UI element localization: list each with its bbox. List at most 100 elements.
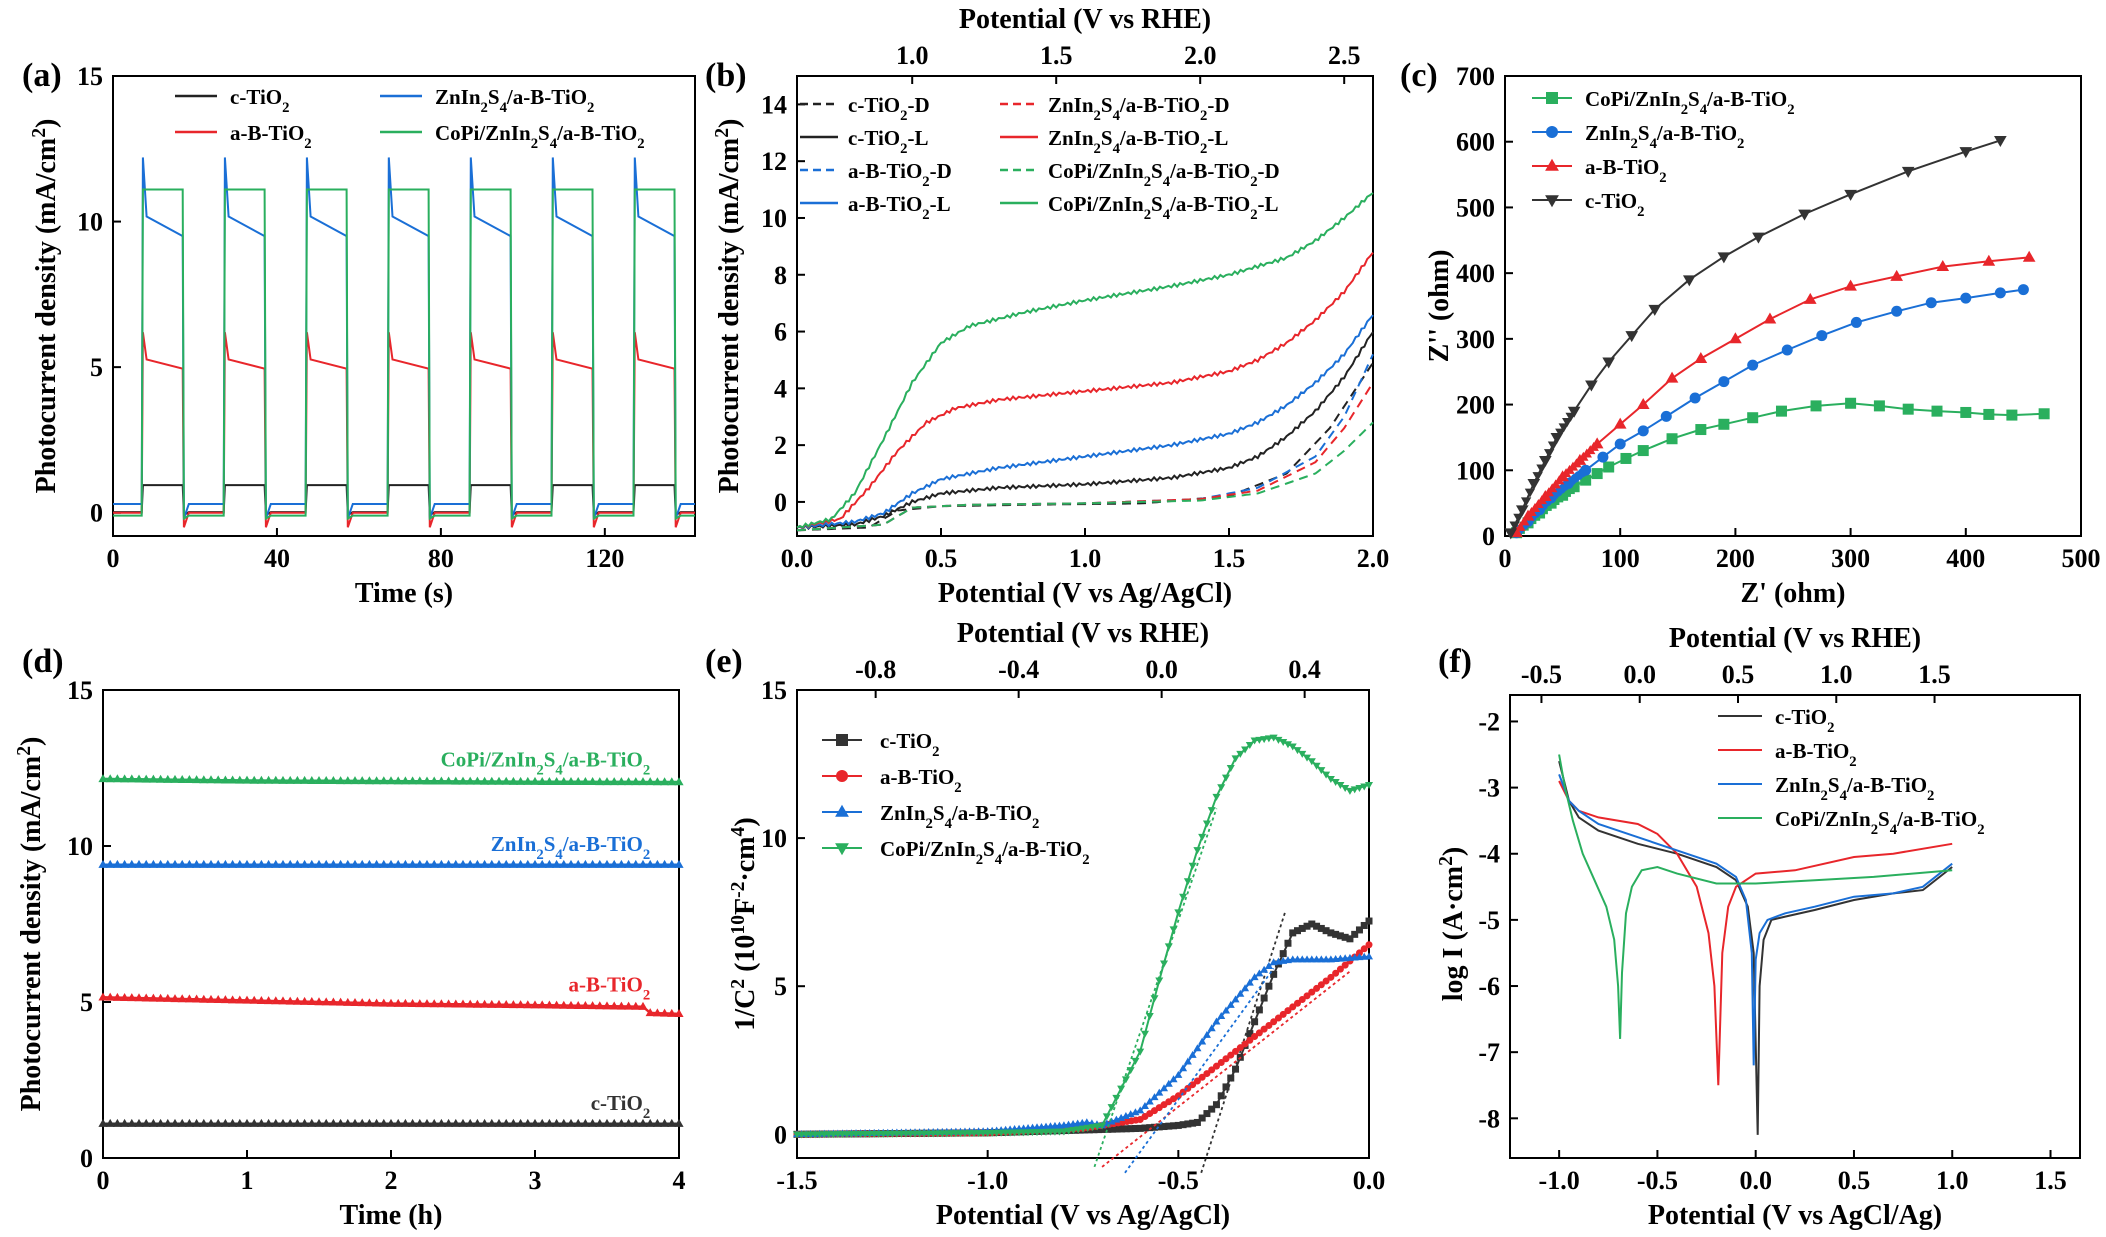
- x-tick-label: 0: [107, 544, 120, 573]
- data-point: [1524, 488, 1536, 498]
- data-point: [105, 774, 115, 783]
- legend-entry-part: 2: [1032, 816, 1039, 832]
- y-axis-label-part: Photocurrent density (mA/cm: [16, 756, 47, 1112]
- data-point: [624, 1118, 634, 1127]
- data-point: [602, 859, 612, 868]
- y-axis-label-part: ·cm: [730, 836, 761, 881]
- data-point: [436, 999, 446, 1008]
- legend-entry-part: a-B-TiO: [848, 159, 922, 183]
- data-point: [631, 777, 641, 786]
- data-point: [148, 774, 158, 783]
- data-point: [307, 859, 317, 868]
- data-point: [451, 1118, 461, 1127]
- data-point: [1519, 516, 1530, 526]
- data-point: [307, 775, 317, 784]
- data-point: [1212, 1017, 1221, 1025]
- data-point: [552, 776, 562, 785]
- data-point: [249, 995, 259, 1004]
- data-point: [537, 1000, 547, 1009]
- series-line-red: [1515, 256, 2030, 534]
- data-point: [148, 859, 158, 868]
- data-point: [501, 1000, 511, 1009]
- data-point: [350, 997, 360, 1006]
- legend-entry-part: 2: [1659, 170, 1666, 186]
- data-point: [170, 994, 180, 1003]
- y-tick-label: 4: [774, 374, 787, 403]
- data-point: [422, 776, 432, 785]
- data-point: [1565, 412, 1576, 422]
- data-point: [667, 777, 677, 786]
- y-tick-label: 0: [80, 1144, 93, 1173]
- data-point: [1251, 1033, 1259, 1041]
- data-point: [1155, 1088, 1164, 1096]
- legend-entry-part: -L: [907, 126, 928, 150]
- data-point: [1551, 433, 1563, 443]
- data-point: [1222, 1055, 1230, 1063]
- series-line-green: [796, 192, 1374, 529]
- legend-entry: CoPi/ZnIn2S4/a-B-TiO2-D: [1048, 159, 1280, 190]
- data-point: [480, 859, 490, 868]
- data-point: [314, 859, 324, 868]
- data-point: [1145, 1097, 1154, 1105]
- data-point: [1126, 1110, 1135, 1118]
- data-point: [552, 1000, 562, 1009]
- data-point: [1250, 973, 1259, 981]
- legend-entry-part: CoPi/ZnIn: [880, 837, 976, 861]
- legend-entry-part: 2: [1200, 108, 1207, 124]
- legend-entry-part: -L: [1207, 126, 1228, 150]
- data-point: [408, 859, 418, 868]
- data-point: [134, 993, 144, 1002]
- data-point: [228, 775, 238, 784]
- series-line-blue: [1558, 774, 1953, 1066]
- data-point: [141, 1118, 151, 1127]
- data-point: [1174, 1121, 1182, 1129]
- legend-entry: CoPi/ZnIn2S4/a-B-TiO2: [880, 837, 1090, 868]
- data-point: [1093, 1123, 1102, 1131]
- x-tick-label: 1.0: [1936, 1166, 1969, 1195]
- data-point: [112, 859, 122, 868]
- legend-entry-part: 4: [1700, 102, 1708, 118]
- data-point: [602, 1118, 612, 1127]
- legend-entry-part: 2: [922, 207, 929, 223]
- data-point: [105, 992, 115, 1001]
- legend-entry: a-B-TiO2: [1585, 155, 1667, 186]
- data-point: [1250, 737, 1259, 745]
- y-tick-label: 0: [774, 488, 787, 517]
- data-point: [1284, 939, 1292, 947]
- data-point: [206, 859, 216, 868]
- data-point: [98, 859, 108, 868]
- series-line-red: [113, 332, 695, 528]
- data-point: [444, 1118, 454, 1127]
- data-point: [1317, 924, 1325, 932]
- data-point: [1775, 405, 1787, 417]
- data-point: [444, 859, 454, 868]
- data-point: [616, 777, 626, 786]
- legend-entry: ZnIn2S4/a-B-TiO2: [1775, 773, 1934, 804]
- data-point: [1810, 400, 1822, 412]
- data-point: [465, 776, 475, 785]
- data-point: [472, 1118, 482, 1127]
- data-point: [127, 859, 137, 868]
- x-tick-label: -1.0: [967, 1166, 1008, 1195]
- data-point: [242, 859, 252, 868]
- data-point: [1160, 1123, 1168, 1131]
- data-point: [1232, 1065, 1240, 1073]
- series-line-red: [797, 943, 1370, 1136]
- x2-tick-label: 0.0: [1145, 655, 1178, 684]
- data-point: [1170, 1122, 1178, 1130]
- data-point: [1562, 418, 1573, 428]
- data-point: [177, 1118, 187, 1127]
- y-axis-label-part: ): [16, 737, 47, 746]
- data-point: [1528, 479, 1539, 489]
- y-tick-label: 700: [1456, 62, 1495, 91]
- x-tick-label: 1.0: [1069, 544, 1102, 573]
- legend-entry-part: 2: [587, 100, 594, 116]
- data-point: [544, 1000, 554, 1009]
- y-axis-label-part: Photocurrent density (mA/cm: [714, 138, 745, 494]
- data-point: [1193, 1077, 1201, 1085]
- data-point: [307, 1118, 317, 1127]
- data-point: [595, 859, 605, 868]
- data-point: [544, 859, 554, 868]
- legend-entry-part: -L: [930, 192, 951, 216]
- data-point: [645, 1118, 655, 1127]
